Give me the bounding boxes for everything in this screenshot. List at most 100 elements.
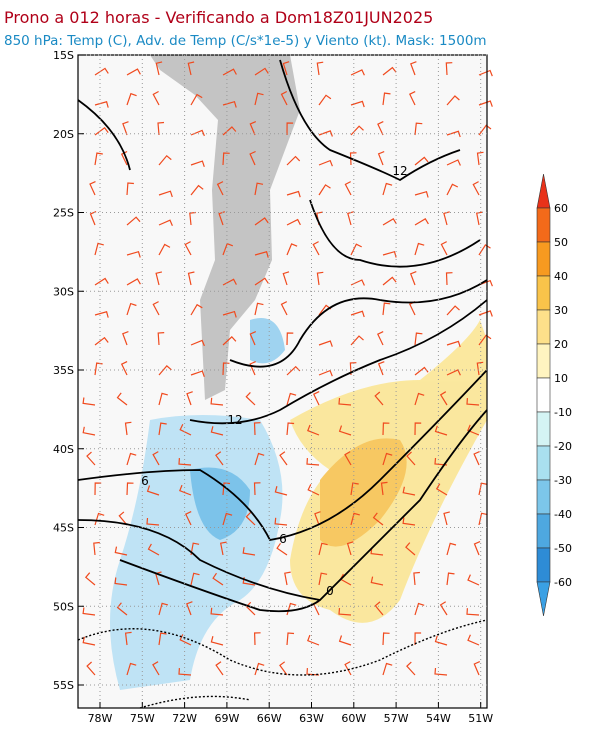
wind-barb (467, 574, 480, 586)
wind-barb (158, 365, 172, 376)
wind-barb (374, 391, 384, 406)
colorbar-bin (536, 309, 551, 345)
lat-label: 55S (53, 679, 74, 692)
lon-label: 72W (172, 712, 197, 725)
wind-barb (286, 218, 301, 226)
wind-barb (158, 219, 173, 226)
subtitle: 850 hPa: Temp (C), Adv. de Temp (C/s*1e-… (4, 33, 487, 49)
wind-barb (146, 485, 160, 496)
wind-barb (286, 392, 297, 406)
wind-barb (222, 336, 237, 346)
wind-barb (190, 542, 200, 556)
colorbar-label: -60 (554, 576, 572, 589)
wind-barb (116, 602, 128, 616)
wind-barb (286, 332, 294, 346)
wind-barb (318, 340, 333, 347)
wind-barb (338, 635, 352, 646)
contour-label: 0 (326, 584, 334, 598)
wind-barb (126, 278, 141, 286)
wind-barb (118, 511, 128, 526)
colorbar-label: -30 (554, 474, 572, 487)
wind-barb (222, 512, 233, 526)
wind-barb (146, 517, 160, 526)
wind-barb (377, 121, 384, 136)
wind-barb (210, 426, 224, 436)
wind-barb (190, 184, 204, 196)
wind-barb (377, 361, 385, 376)
wind-barb (126, 302, 137, 316)
lon-label: 78W (88, 712, 113, 725)
colorbar-bin (536, 513, 551, 549)
wind-barb (372, 512, 384, 526)
wind-barb (186, 391, 193, 406)
wind-barb (82, 397, 96, 406)
high-terrain-mask (150, 55, 300, 400)
wind-barb (126, 216, 141, 226)
negative-isotherms (77, 619, 488, 709)
wind-barb (184, 511, 192, 526)
colorbar-bin (536, 343, 551, 379)
wind-barb (478, 69, 493, 77)
wind-barb (94, 152, 103, 166)
wind-barb (382, 422, 390, 436)
wind-barb (94, 336, 109, 346)
wind-barb (316, 61, 324, 76)
wind-barb (382, 276, 397, 286)
wind-barb (316, 271, 324, 286)
wind-barb (219, 541, 227, 556)
wind-barb (307, 484, 320, 496)
wind-barb (443, 511, 450, 526)
wind-barb (382, 182, 393, 196)
wind-barb (318, 369, 333, 377)
wind-barb (249, 121, 257, 136)
wind-barb (94, 311, 109, 318)
wind-barb (306, 458, 320, 466)
title: Prono a 012 horas - Verificando a Dom18Z… (4, 8, 433, 27)
wind-barb (286, 190, 301, 198)
wind-barb (446, 159, 461, 166)
wind-barb (190, 339, 205, 347)
wind-barb (280, 90, 288, 106)
wind-barb (346, 541, 354, 556)
lon-label: 63W (299, 712, 324, 725)
wind-barb (414, 632, 422, 646)
wind-barb (116, 392, 128, 406)
wind-barb (434, 667, 448, 676)
wind-barb (276, 542, 288, 556)
wind-barb (405, 542, 416, 556)
lon-label: 69W (214, 712, 239, 725)
lon-label: 66W (257, 712, 282, 725)
wind-barb (478, 334, 492, 346)
wind-barb (350, 243, 362, 256)
colorbar-bin (536, 479, 551, 515)
cold-advection (110, 318, 285, 690)
wind-barb (382, 92, 391, 106)
wind-barb (254, 277, 269, 286)
wind-barb (318, 94, 332, 106)
wind-barb (190, 93, 203, 106)
colorbar-label: 60 (554, 202, 568, 215)
wind-barb (382, 250, 397, 258)
wind-barb (94, 126, 109, 136)
wind-barb (155, 271, 163, 286)
wind-barb (445, 62, 453, 76)
wind-barb (350, 279, 365, 286)
wind-barb (446, 542, 457, 556)
wind-barb (350, 100, 365, 108)
wind-barb (344, 181, 352, 196)
wind-barb (410, 61, 417, 76)
wind-barb (114, 546, 128, 556)
wind-barb (318, 542, 328, 556)
wind-barb (446, 340, 461, 348)
wind-barb (414, 242, 425, 256)
wind-barb (286, 155, 301, 166)
wind-barb (186, 601, 193, 616)
wind-barb (414, 156, 429, 166)
colorbar-bin (536, 445, 551, 481)
colorbar-label: -20 (554, 440, 572, 453)
wind-barb (126, 482, 134, 496)
wind-barb (312, 241, 320, 256)
wind-barb (307, 634, 320, 646)
colorbar-label: 40 (554, 270, 568, 283)
wind-barb (82, 607, 96, 616)
